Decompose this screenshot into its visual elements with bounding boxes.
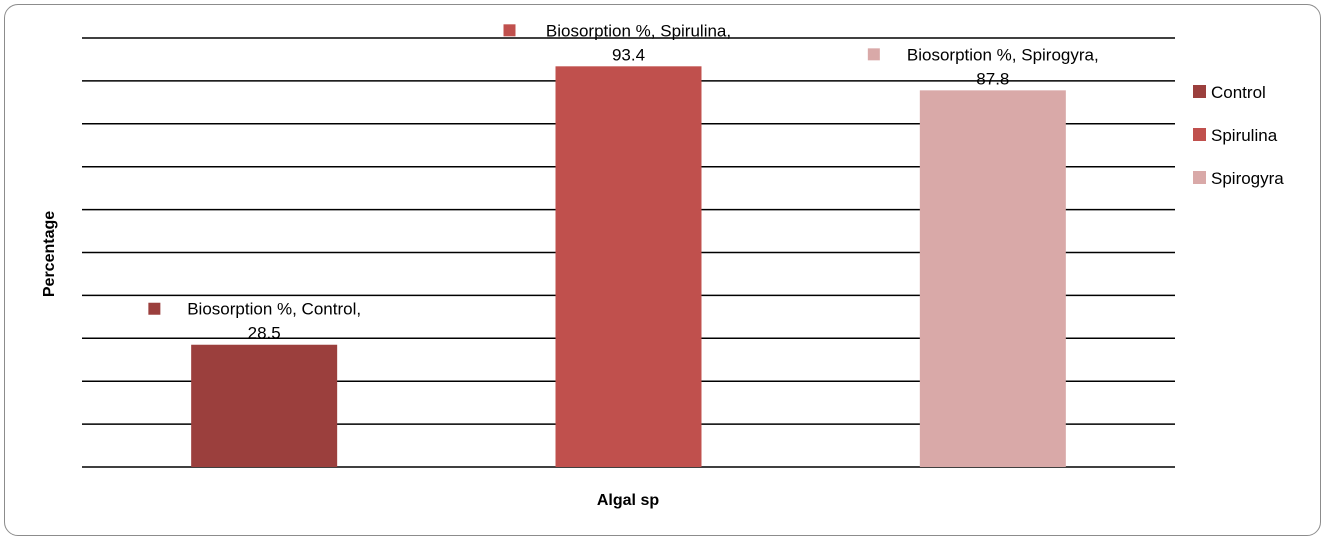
data-label-control: Biosorption %, Control, 28.5: [148, 300, 361, 343]
bar-spirogyra: [919, 90, 1066, 467]
data-label-spirulina: Biosorption %, Spirulina, 93.4: [503, 21, 731, 64]
data-label-key: [148, 302, 161, 315]
data-label-key: [503, 24, 516, 37]
legend-swatch: [1193, 85, 1206, 98]
legend-item-control: Control: [1193, 83, 1266, 102]
bar-control: [191, 344, 338, 467]
data-label-text: Biosorption %, Spirogyra,: [907, 45, 1099, 64]
legend-label: Spirulina: [1211, 126, 1278, 145]
data-label-text: Biosorption %, Control,: [187, 300, 361, 319]
data-label-spirogyra: Biosorption %, Spirogyra, 87.8: [867, 45, 1099, 88]
legend-item-spirulina: Spirulina: [1193, 126, 1278, 145]
bars: [191, 66, 1066, 468]
legend-item-spirogyra: Spirogyra: [1193, 169, 1284, 188]
legend-label: Spirogyra: [1211, 169, 1284, 188]
legend-swatch: [1193, 171, 1206, 184]
data-label-text: Biosorption %, Spirulina,: [546, 21, 731, 40]
legend: Control Spirulina Spirogyra: [1193, 83, 1284, 188]
data-label-value: 87.8: [976, 69, 1009, 88]
data-label-value: 28.5: [248, 324, 281, 343]
bar-spirulina: [555, 66, 702, 468]
y-axis-label: Percentage: [41, 211, 58, 297]
x-axis-label: Algal sp: [597, 492, 659, 509]
legend-label: Control: [1211, 83, 1266, 102]
legend-swatch: [1193, 128, 1206, 141]
data-label-key: [867, 48, 880, 61]
data-label-value: 93.4: [612, 45, 645, 64]
